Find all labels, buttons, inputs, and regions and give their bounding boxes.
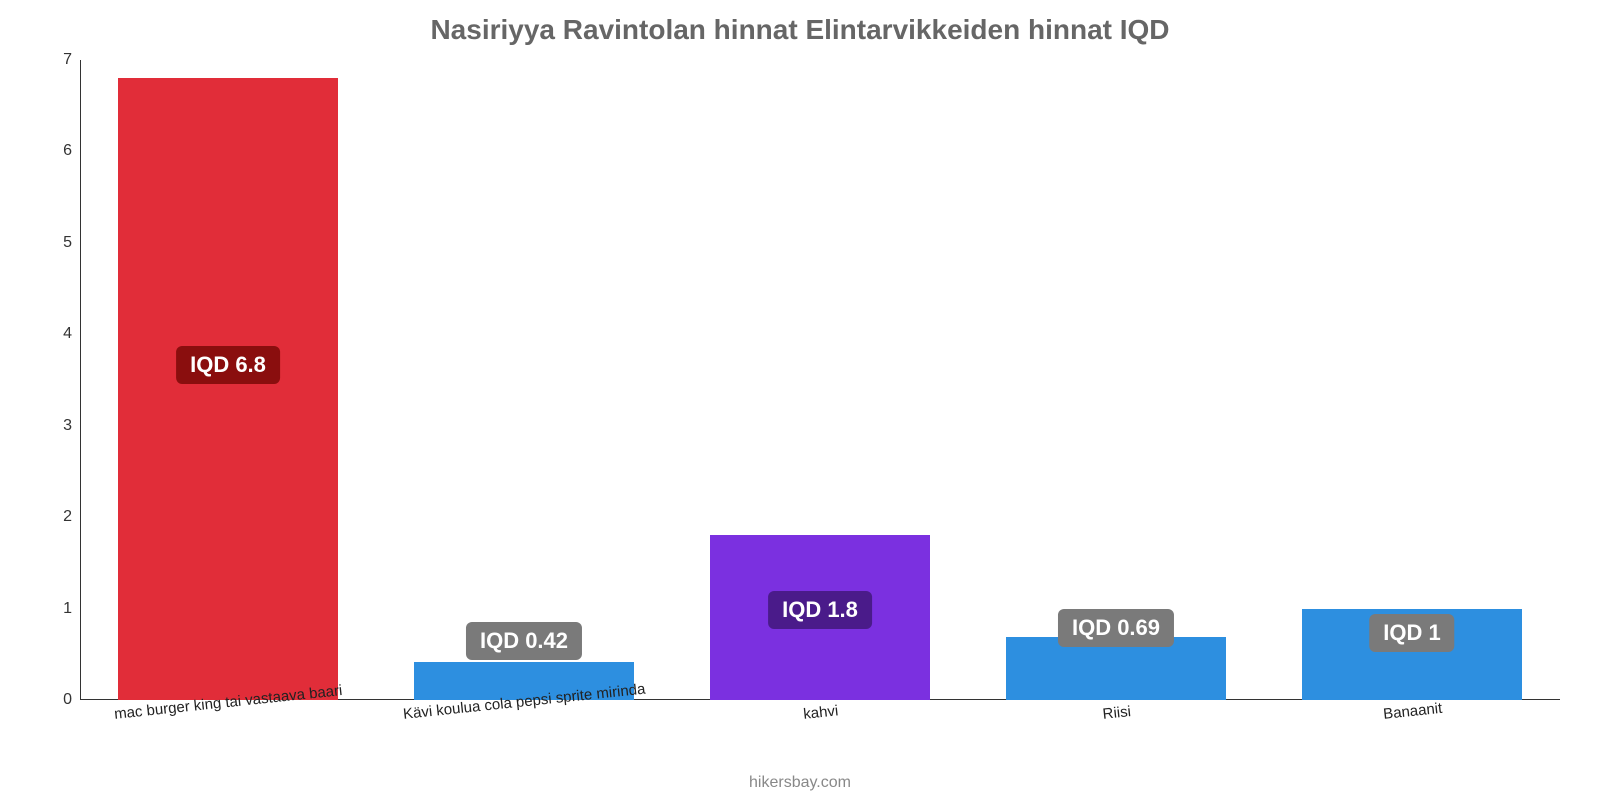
x-axis-label: kahvi <box>802 702 839 723</box>
y-tick-label: 2 <box>30 508 72 526</box>
bar: IQD 1 <box>1302 609 1521 700</box>
value-badge: IQD 6.8 <box>176 346 280 384</box>
bar-slot: IQD 1 <box>1264 60 1560 700</box>
chart-title: Nasiriyya Ravintolan hinnat Elintarvikke… <box>30 14 1570 46</box>
x-label-slot: mac burger king tai vastaava baari <box>80 700 376 760</box>
x-label-slot: kahvi <box>672 700 968 760</box>
x-axis-labels: mac burger king tai vastaava baariKävi k… <box>80 700 1560 760</box>
bar: IQD 0.69 <box>1006 637 1225 700</box>
bars-container: IQD 6.8 IQD 0.42 IQD 1.8 IQD 0.69 IQD 1 <box>80 60 1560 700</box>
bar-slot: IQD 0.42 <box>376 60 672 700</box>
bar-slot: IQD 0.69 <box>968 60 1264 700</box>
y-tick-label: 1 <box>30 600 72 618</box>
value-badge: IQD 0.69 <box>1058 609 1174 647</box>
x-axis-label: Riisi <box>1102 703 1132 723</box>
bar-slot: IQD 1.8 <box>672 60 968 700</box>
y-tick-label: 5 <box>30 234 72 252</box>
y-tick-label: 6 <box>30 142 72 160</box>
value-badge: IQD 1.8 <box>768 591 872 629</box>
plot-area: 01234567 IQD 6.8IQD 0.42IQD 1.8IQD 0.69I… <box>80 60 1560 700</box>
bar-slot: IQD 6.8 <box>80 60 376 700</box>
x-label-slot: Banaanit <box>1264 700 1560 760</box>
y-axis: 01234567 <box>30 60 80 700</box>
y-tick-label: 7 <box>30 51 72 69</box>
value-badge: IQD 1 <box>1369 614 1454 652</box>
x-label-slot: Kävi koulua cola pepsi sprite mirinda <box>376 700 672 760</box>
price-bar-chart: Nasiriyya Ravintolan hinnat Elintarvikke… <box>0 0 1600 800</box>
chart-footer: hikersbay.com <box>0 774 1600 792</box>
x-axis-label: Banaanit <box>1382 700 1443 723</box>
y-tick-label: 0 <box>30 691 72 709</box>
value-badge: IQD 0.42 <box>466 622 582 660</box>
y-tick-label: 3 <box>30 417 72 435</box>
bar: IQD 1.8 <box>710 535 929 700</box>
x-label-slot: Riisi <box>968 700 1264 760</box>
bar: IQD 6.8 <box>118 78 337 700</box>
y-tick-label: 4 <box>30 325 72 343</box>
